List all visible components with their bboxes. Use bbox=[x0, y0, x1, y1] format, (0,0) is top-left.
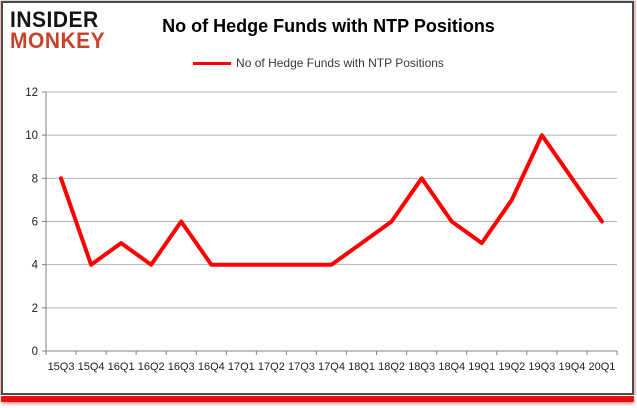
x-tick-label: 15Q4 bbox=[78, 361, 105, 373]
x-tick-label: 17Q1 bbox=[228, 361, 255, 373]
y-tick-label: 4 bbox=[32, 260, 39, 272]
x-tick-label: 17Q4 bbox=[318, 361, 345, 373]
logo-line-monkey: MONKEY bbox=[10, 28, 106, 54]
series-line bbox=[59, 133, 604, 267]
x-tick-label: 16Q4 bbox=[198, 361, 225, 373]
chart-title: No of Hedge Funds with NTP Positions bbox=[162, 16, 495, 36]
y-tick-label: 0 bbox=[32, 346, 38, 358]
legend-label: No of Hedge Funds with NTP Positions bbox=[236, 56, 444, 70]
insider-monkey-logo: INSIDER MONKEY bbox=[10, 7, 106, 54]
y-tick-label: 2 bbox=[32, 303, 38, 315]
legend-line-swatch-icon bbox=[193, 61, 232, 65]
x-tick-label: 18Q4 bbox=[438, 361, 465, 373]
legend: No of Hedge Funds with NTP Positions bbox=[0, 56, 637, 70]
bottom-red-bar bbox=[1, 396, 634, 402]
x-tick-label: 16Q1 bbox=[108, 361, 135, 373]
x-tick-label: 18Q3 bbox=[408, 361, 435, 373]
x-tick-label: 18Q1 bbox=[348, 361, 375, 373]
x-tick-label: 18Q2 bbox=[378, 361, 405, 373]
x-tick-label: 15Q3 bbox=[48, 361, 75, 373]
x-tick-label: 17Q3 bbox=[288, 361, 315, 373]
chart-frame bbox=[1, 1, 634, 395]
x-tick-label: 17Q2 bbox=[258, 361, 285, 373]
x-tick-label: 16Q2 bbox=[138, 361, 165, 373]
x-tick-label: 19Q2 bbox=[498, 361, 525, 373]
x-tick-label: 19Q3 bbox=[528, 361, 555, 373]
y-tick-label: 8 bbox=[32, 173, 38, 185]
x-tick-label: 19Q4 bbox=[558, 361, 585, 373]
x-tick-label: 19Q1 bbox=[468, 361, 495, 373]
y-tick-label: 10 bbox=[25, 130, 38, 142]
logo-line-insider: INSIDER bbox=[10, 7, 99, 33]
x-tick-label: 16Q3 bbox=[168, 361, 195, 373]
y-tick-label: 12 bbox=[25, 87, 38, 99]
x-tick-label: 20Q1 bbox=[589, 361, 616, 373]
y-tick-label: 6 bbox=[32, 217, 38, 229]
